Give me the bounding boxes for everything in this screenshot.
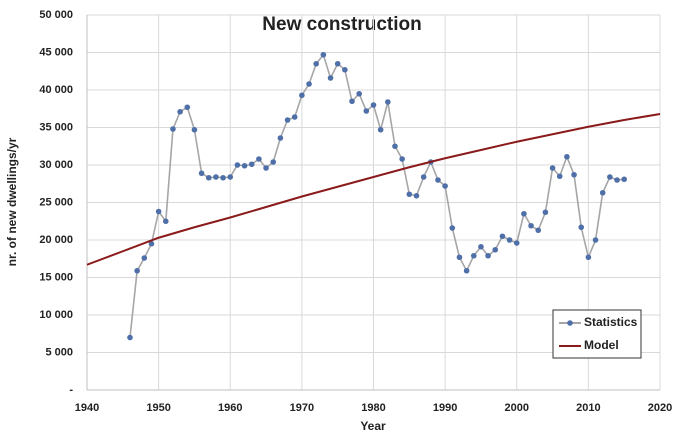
data-point <box>198 170 205 177</box>
x-tick-label: 1960 <box>218 402 242 414</box>
data-point <box>363 108 370 114</box>
data-point <box>442 183 448 189</box>
data-point <box>342 66 348 73</box>
data-point <box>170 126 176 132</box>
data-point <box>270 159 277 165</box>
data-point <box>542 209 549 216</box>
data-point <box>413 192 420 199</box>
data-point <box>564 153 570 160</box>
data-point <box>492 246 499 253</box>
x-axis-label: Year <box>360 419 386 433</box>
y-tick-label: 25 000 <box>39 196 73 208</box>
data-point <box>535 227 542 234</box>
data-point <box>399 156 405 162</box>
data-point <box>356 90 362 97</box>
data-point <box>320 51 327 58</box>
y-tick-label: 20 000 <box>39 234 73 246</box>
data-point <box>155 208 162 215</box>
chart-title: New construction <box>262 14 421 35</box>
data-point <box>499 233 506 240</box>
data-point <box>284 117 291 123</box>
data-point <box>327 75 334 81</box>
legend-label: Model <box>584 338 619 352</box>
data-point <box>205 174 212 181</box>
data-point <box>177 108 183 115</box>
y-tick-label: 15 000 <box>39 271 73 283</box>
y-tick-label: 35 000 <box>39 121 73 133</box>
data-point <box>592 237 599 243</box>
data-point <box>463 267 470 274</box>
series-line <box>86 113 661 266</box>
data-point <box>134 267 140 274</box>
data-point <box>334 60 341 67</box>
data-point <box>148 240 155 247</box>
x-tick-label: 2010 <box>576 402 600 414</box>
y-tick-label: 50 000 <box>39 9 73 21</box>
data-point <box>621 176 627 183</box>
data-point <box>513 240 520 246</box>
data-point <box>435 177 441 183</box>
data-point <box>556 173 563 180</box>
data-point <box>256 156 262 162</box>
data-point <box>485 252 491 259</box>
data-point <box>377 126 384 133</box>
data-point <box>607 174 613 180</box>
data-point <box>549 165 556 171</box>
data-point <box>478 243 484 250</box>
data-point <box>349 98 355 105</box>
data-point <box>506 237 513 243</box>
data-point <box>234 162 241 168</box>
y-tick-label: 10 000 <box>39 309 73 321</box>
x-tick-label: 1950 <box>146 402 170 414</box>
data-point <box>456 254 463 261</box>
data-point <box>191 126 198 133</box>
data-point <box>313 60 320 67</box>
y-tick-label: 45 000 <box>39 46 73 58</box>
data-point <box>127 334 133 341</box>
series-line <box>129 53 625 338</box>
data-point <box>528 222 534 229</box>
data-point <box>291 114 298 120</box>
data-point <box>599 189 606 196</box>
data-point <box>370 102 377 108</box>
data-point <box>521 210 527 217</box>
data-point <box>220 174 226 181</box>
data-point <box>420 174 427 180</box>
data-point <box>470 252 477 259</box>
x-tick-label: 1940 <box>75 402 99 414</box>
x-tick-label: 1980 <box>361 402 385 414</box>
data-point <box>571 171 577 178</box>
y-tick-label: 30 000 <box>39 159 73 171</box>
data-point <box>449 225 456 231</box>
x-tick-label: 1990 <box>433 402 457 414</box>
data-point <box>263 165 269 171</box>
data-point <box>385 99 391 105</box>
legend-label: Statistics <box>584 315 638 329</box>
data-point <box>306 81 312 87</box>
data-point <box>241 162 248 169</box>
data-point <box>299 92 305 99</box>
data-point <box>141 255 148 261</box>
data-point <box>392 143 398 150</box>
legend-marker <box>567 320 573 326</box>
data-point <box>213 174 219 180</box>
y-tick-label: 5 000 <box>45 346 73 358</box>
y-tick-label: 40 000 <box>39 84 73 96</box>
data-point <box>227 174 234 180</box>
legend-box <box>552 309 642 359</box>
y-axis-label: nr. of new dwellings/yr <box>5 137 19 266</box>
y-tick-label: - <box>69 384 73 396</box>
data-point <box>578 224 585 231</box>
x-tick-label: 2000 <box>505 402 529 414</box>
data-point <box>406 191 413 198</box>
x-tick-label: 1970 <box>290 402 314 414</box>
data-point <box>184 104 191 111</box>
data-point <box>277 135 284 141</box>
data-point <box>585 254 592 261</box>
data-point <box>162 218 169 225</box>
x-tick-label: 2020 <box>648 402 672 414</box>
data-point <box>248 161 255 168</box>
data-point <box>614 177 620 183</box>
